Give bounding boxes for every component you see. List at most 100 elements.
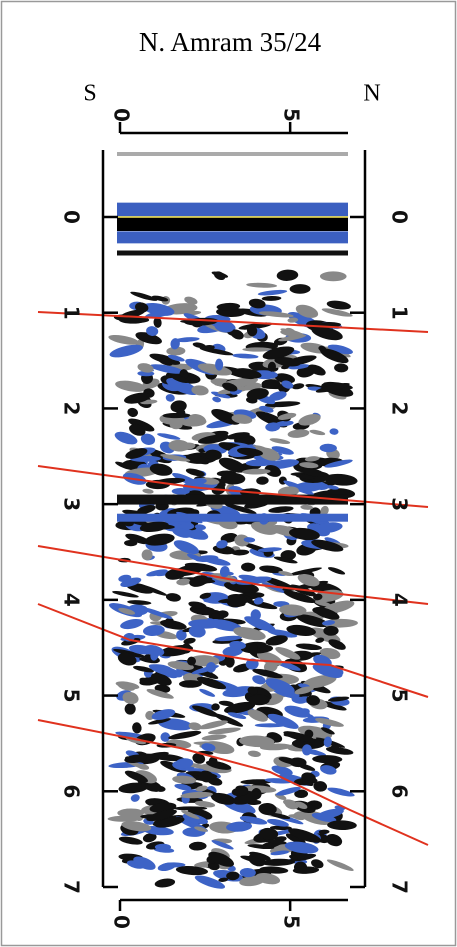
reflector	[215, 358, 224, 371]
reflector	[278, 757, 302, 765]
reflector	[162, 862, 186, 868]
reflector	[311, 859, 324, 869]
reflector	[154, 816, 185, 828]
reflector	[225, 656, 235, 668]
reflector	[289, 284, 311, 294]
y-tick-label: 7	[388, 880, 412, 894]
reflector	[328, 567, 346, 575]
reflector	[306, 695, 320, 706]
reflector	[274, 373, 295, 384]
x-tick-label: 0	[110, 108, 134, 122]
reflector	[176, 578, 191, 586]
reflector	[185, 468, 205, 477]
y-tick-label: 2	[388, 401, 412, 415]
reflector	[319, 443, 337, 453]
reflector	[318, 829, 330, 835]
reflector	[306, 618, 318, 625]
reflector	[139, 677, 153, 686]
reflector	[124, 392, 151, 404]
reflector	[127, 600, 152, 605]
y-tick-label: 0	[388, 210, 412, 224]
interpretation-line	[37, 719, 429, 846]
reflector	[142, 833, 157, 843]
reflector	[278, 570, 293, 577]
reflector	[124, 754, 147, 764]
reflector	[267, 713, 299, 729]
reflector	[311, 539, 344, 552]
reflector	[162, 412, 191, 419]
y-tick-label: 4	[388, 593, 412, 607]
reflector	[167, 354, 185, 362]
reflector	[315, 718, 344, 727]
reflector	[283, 733, 304, 738]
reflector	[141, 779, 162, 792]
reflector	[181, 417, 207, 427]
reflector	[189, 575, 209, 587]
reflector	[276, 269, 299, 281]
reflector	[327, 344, 353, 355]
reflector	[188, 625, 206, 638]
reflector	[301, 652, 321, 658]
x-tick-label: 0	[110, 915, 134, 929]
reflector	[259, 405, 274, 413]
reflector	[144, 645, 165, 656]
reflector	[189, 478, 207, 485]
reflector	[308, 364, 326, 376]
reflector	[144, 533, 175, 546]
reflector	[257, 289, 288, 296]
top-strip	[117, 152, 348, 156]
reflector	[265, 678, 295, 695]
reflector	[312, 663, 343, 678]
radargram	[37, 150, 429, 889]
reflector	[173, 806, 208, 811]
reflector	[329, 428, 339, 435]
y-tick-label: 7	[60, 880, 84, 894]
reflector	[188, 454, 209, 465]
reflector	[124, 540, 138, 547]
reflector	[275, 420, 294, 427]
reflector	[187, 656, 196, 666]
reflector	[151, 295, 169, 302]
reflector	[286, 624, 316, 636]
y-tick-label: 1	[60, 306, 84, 320]
reflector	[288, 567, 322, 576]
reflector	[299, 462, 319, 469]
reflector	[149, 364, 185, 374]
reflector	[284, 800, 299, 810]
reflector	[133, 856, 156, 870]
reflector	[158, 357, 173, 366]
reflector	[172, 775, 197, 784]
top-band	[117, 202, 348, 217]
reflector	[268, 391, 287, 401]
reflector	[188, 722, 202, 731]
reflector	[226, 595, 248, 608]
reflector	[262, 581, 288, 594]
reflector	[246, 388, 269, 400]
reflector	[126, 583, 154, 594]
reflector	[302, 779, 314, 787]
reflector	[262, 346, 295, 360]
reflector	[199, 688, 216, 697]
reflector	[148, 718, 171, 725]
reflector	[117, 682, 136, 691]
reflector	[238, 735, 275, 748]
reflector	[259, 827, 279, 840]
reflector	[192, 705, 219, 717]
reflector	[120, 577, 142, 588]
reflector	[311, 812, 337, 823]
reflector	[295, 643, 322, 651]
reflector	[197, 434, 230, 444]
reflector	[195, 785, 208, 792]
reflector	[304, 456, 320, 462]
reflector	[157, 433, 181, 440]
reflector	[212, 396, 222, 403]
reflector	[214, 321, 234, 333]
reflector	[287, 429, 310, 438]
reflector	[114, 431, 138, 445]
y-tick-label: 3	[60, 497, 84, 511]
reflector	[140, 433, 156, 445]
reflector	[294, 789, 309, 799]
reflector	[225, 503, 257, 515]
reflector	[146, 326, 159, 336]
reflector	[275, 647, 301, 660]
